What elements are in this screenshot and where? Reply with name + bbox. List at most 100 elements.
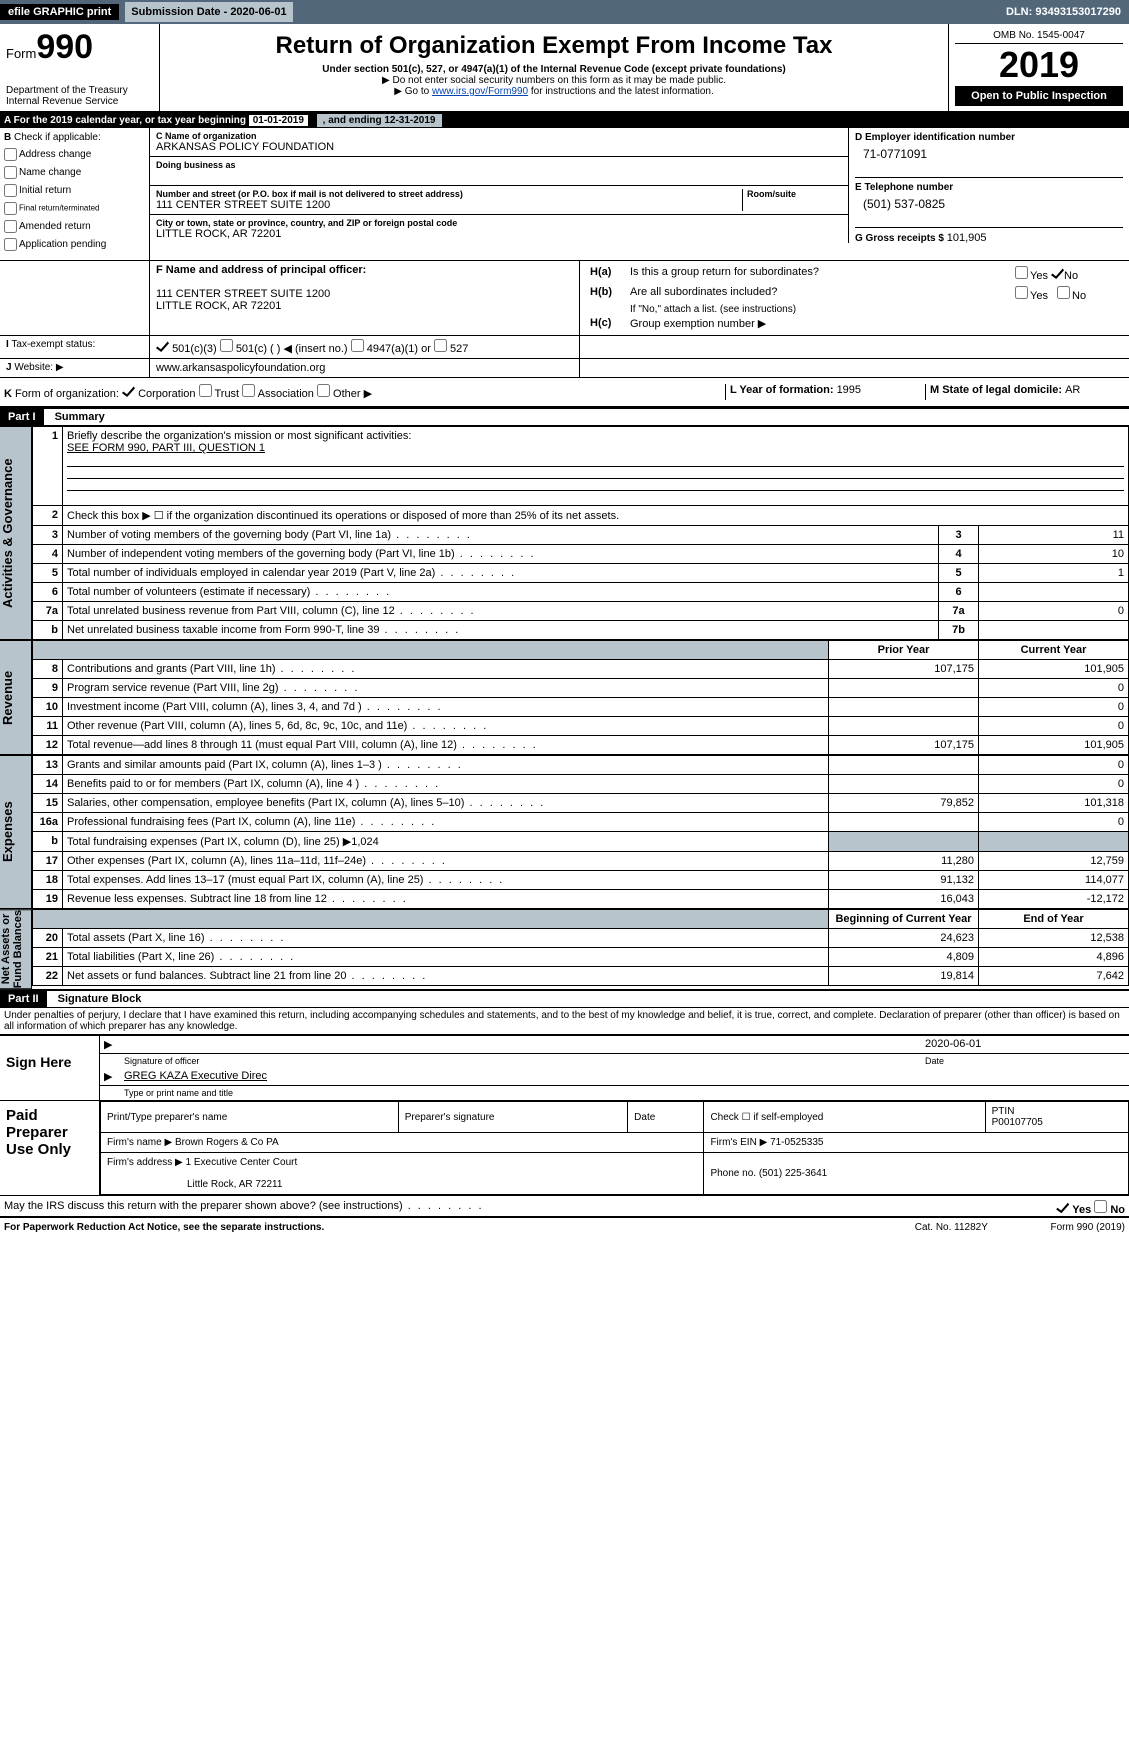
section-i: I Tax-exempt status: 501(c)(3) 501(c) ( … xyxy=(0,336,1129,359)
q2-checkbox-line: Check this box ▶ ☐ if the organization d… xyxy=(63,506,1129,526)
hc-label: Group exemption number ▶ xyxy=(630,317,1009,330)
tax-status-opts[interactable]: 501(c)(3) 501(c) ( ) ◀ (insert no.) 4947… xyxy=(150,336,580,358)
sign-here-block: Sign Here 2020-06-01 Signature of office… xyxy=(0,1034,1129,1100)
q1-value: SEE FORM 990, PART III, QUESTION 1 xyxy=(67,442,265,454)
form-number: Form990 xyxy=(6,28,153,67)
ptin-label: PTIN xyxy=(992,1106,1015,1117)
phone-value: (501) 537-0825 xyxy=(855,193,1123,221)
paid-preparer-label: Paid Preparer Use Only xyxy=(0,1101,100,1195)
expense-line: 14Benefits paid to or for members (Part … xyxy=(33,775,1129,794)
arrow-icon xyxy=(104,1070,124,1083)
subtitle-section: Under section 501(c), 527, or 4947(a)(1)… xyxy=(166,64,942,75)
addr-label: Number and street (or P.O. box if mail i… xyxy=(156,189,742,199)
officer-addr1: 111 CENTER STREET SUITE 1200 xyxy=(156,288,330,300)
check-icon xyxy=(1056,1202,1069,1213)
cat-no: Cat. No. 11282Y xyxy=(915,1222,988,1233)
check-initial[interactable]: Initial return xyxy=(4,184,145,197)
street-address: 111 CENTER STREET SUITE 1200 xyxy=(156,199,742,211)
part-1-title: Summary xyxy=(47,411,105,423)
paperwork-notice: For Paperwork Reduction Act Notice, see … xyxy=(4,1222,324,1233)
submission-date: Submission Date - 2020-06-01 xyxy=(125,2,292,22)
check-pending[interactable]: Application pending xyxy=(4,238,145,251)
ptin-value: P00107705 xyxy=(992,1117,1043,1128)
section-deg: D Employer identification number 71-0771… xyxy=(849,128,1129,260)
form-org[interactable]: K Form of organization: Corporation Trus… xyxy=(4,384,725,400)
netasset-line: 20Total assets (Part X, line 16)24,62312… xyxy=(33,929,1129,948)
part-2-title: Signature Block xyxy=(50,993,142,1005)
summary-line: 6Total number of volunteers (estimate if… xyxy=(33,583,1129,602)
discuss-row: May the IRS discuss this return with the… xyxy=(0,1195,1129,1216)
website-value: www.arkansaspolicyfoundation.org xyxy=(156,362,325,374)
discuss-yesno[interactable]: Yes No xyxy=(1056,1200,1125,1216)
sig-of-officer-label: Signature of officer xyxy=(124,1056,925,1066)
expense-line: 18Total expenses. Add lines 13–17 (must … xyxy=(33,871,1129,890)
summary-line: bNet unrelated business taxable income f… xyxy=(33,621,1129,640)
side-netassets: Net Assets or Fund Balances xyxy=(0,909,32,989)
expense-line: 15Salaries, other compensation, employee… xyxy=(33,794,1129,813)
efile-label: efile GRAPHIC print xyxy=(0,4,119,20)
ein-value: 71-0771091 xyxy=(855,143,1123,171)
ha-yesno[interactable]: Yes No xyxy=(1009,266,1119,282)
firm-phone: (501) 225-3641 xyxy=(759,1168,827,1179)
period-pre: For the 2019 calendar year, or tax year … xyxy=(14,115,249,126)
revenue-line: 11Other revenue (Part VIII, column (A), … xyxy=(33,717,1129,736)
col-end: End of Year xyxy=(979,910,1129,929)
summary-line: 5Total number of individuals employed in… xyxy=(33,564,1129,583)
gross-value: 101,905 xyxy=(947,232,987,244)
form-footer: Form 990 (2019) xyxy=(1051,1222,1125,1233)
sign-here-label: Sign Here xyxy=(0,1036,100,1100)
part-2-tab: Part II xyxy=(0,991,47,1007)
firm-name: Brown Rogers & Co PA xyxy=(175,1137,279,1148)
prep-name-hdr: Print/Type preparer's name xyxy=(101,1102,399,1133)
check-address[interactable]: Address change xyxy=(4,148,145,161)
domicile: AR xyxy=(1065,384,1080,396)
expenses-block: Expenses 13Grants and similar amounts pa… xyxy=(0,755,1129,909)
year-formation: 1995 xyxy=(837,384,861,396)
check-namechange[interactable]: Name change xyxy=(4,166,145,179)
hb-yesno[interactable]: Yes No xyxy=(1009,286,1119,302)
q1-label: Briefly describe the organization's miss… xyxy=(67,430,411,442)
expense-line: 19Revenue less expenses. Subtract line 1… xyxy=(33,890,1129,909)
expense-line: bTotal fundraising expenses (Part IX, co… xyxy=(33,832,1129,852)
summary-line: 3Number of voting members of the governi… xyxy=(33,526,1129,545)
hb-question: Are all subordinates included? xyxy=(630,286,1009,302)
website-label: Website: ▶ xyxy=(14,362,63,373)
check-amended[interactable]: Amended return xyxy=(4,220,145,233)
irs-link[interactable]: www.irs.gov/Form990 xyxy=(432,86,528,97)
period-begin: 01-01-2019 xyxy=(249,115,308,126)
check-label: Check if applicable: xyxy=(14,132,101,143)
omb-number: OMB No. 1545-0047 xyxy=(955,28,1123,44)
check-icon xyxy=(1051,268,1064,279)
revenue-line: 12Total revenue—add lines 8 through 11 (… xyxy=(33,736,1129,755)
perjury-statement: Under penalties of perjury, I declare th… xyxy=(0,1008,1129,1034)
firm-addr1: 1 Executive Center Court xyxy=(186,1157,298,1168)
check-icon xyxy=(122,386,135,397)
section-a-period: A For the 2019 calendar year, or tax yea… xyxy=(0,113,1129,128)
prep-selfemp[interactable]: Check ☐ if self-employed xyxy=(704,1102,985,1133)
instruction-1: ▶ Do not enter social security numbers o… xyxy=(166,75,942,86)
firm-ein: 71-0525335 xyxy=(770,1137,823,1148)
name-title-label: Type or print name and title xyxy=(124,1088,925,1098)
dba-label: Doing business as xyxy=(156,160,842,170)
revenue-line: 10Investment income (Part VIII, column (… xyxy=(33,698,1129,717)
revenue-line: 9Program service revenue (Part VIII, lin… xyxy=(33,679,1129,698)
sig-date-label: Date xyxy=(925,1056,1125,1066)
phone-label: E Telephone number xyxy=(855,182,1123,193)
netassets-block: Net Assets or Fund Balances Beginning of… xyxy=(0,909,1129,989)
revenue-block: Revenue Prior YearCurrent Year 8Contribu… xyxy=(0,640,1129,755)
tax-year: 2019 xyxy=(955,44,1123,86)
entity-block: B Check if applicable: Address change Na… xyxy=(0,128,1129,261)
expense-line: 17Other expenses (Part IX, column (A), l… xyxy=(33,852,1129,871)
part-1-header: Part I Summary xyxy=(0,407,1129,426)
org-name-label: C Name of organization xyxy=(156,131,842,141)
goto-pre: ▶ Go to xyxy=(394,86,432,97)
check-final[interactable]: Final return/terminated xyxy=(4,202,145,215)
city-label: City or town, state or province, country… xyxy=(156,218,842,228)
form-header: Form990 Department of the Treasury Inter… xyxy=(0,24,1129,113)
paid-preparer-block: Paid Preparer Use Only Print/Type prepar… xyxy=(0,1100,1129,1195)
side-revenue: Revenue xyxy=(0,640,32,755)
side-activities-governance: Activities & Governance xyxy=(0,426,32,640)
activities-governance-block: Activities & Governance 1 Briefly descri… xyxy=(0,426,1129,640)
prep-sig-hdr: Preparer's signature xyxy=(398,1102,627,1133)
section-c: C Name of organization ARKANSAS POLICY F… xyxy=(150,128,849,260)
